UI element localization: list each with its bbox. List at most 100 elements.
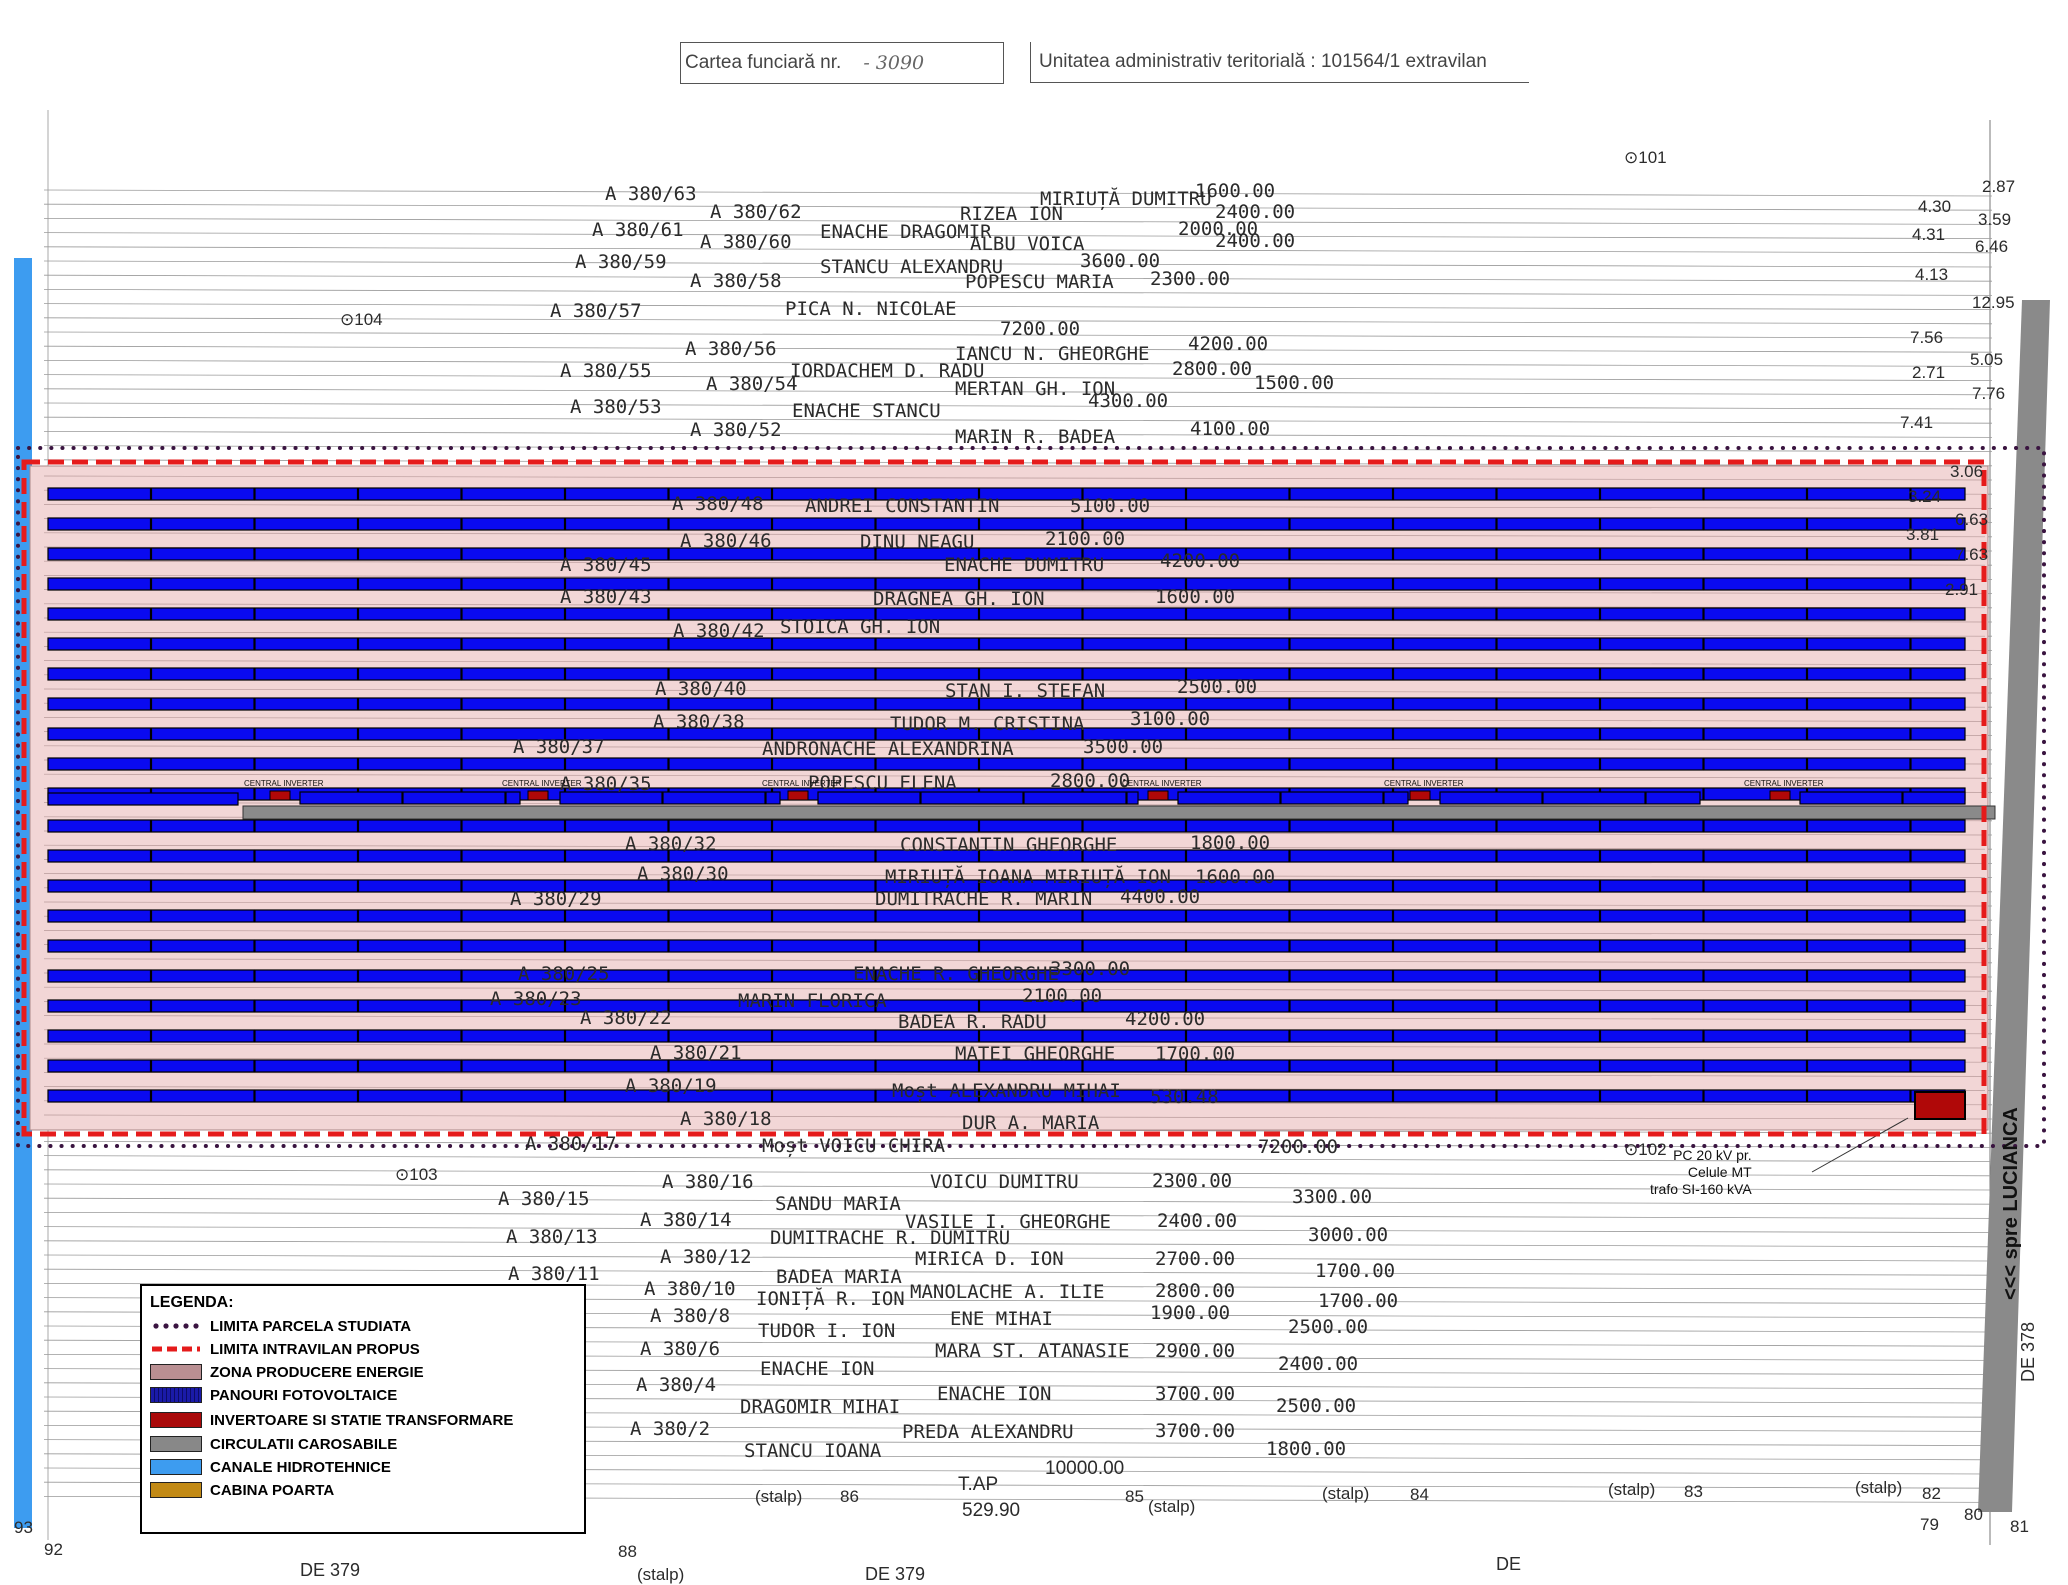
parcel-line <box>43 374 1993 382</box>
pv-panel <box>1289 727 1394 741</box>
parcel-code: A 380/21 <box>650 1042 742 1064</box>
parcel-line <box>43 1169 1993 1177</box>
parcel-code: A 380/17 <box>525 1133 617 1155</box>
pv-panel <box>668 1029 773 1043</box>
pv-panel <box>1185 1059 1290 1073</box>
pv-panel <box>1910 849 1966 863</box>
parcel-line <box>43 217 1993 225</box>
pv-panel <box>461 999 566 1013</box>
pv-panel <box>402 791 506 805</box>
pv-panel <box>150 849 255 863</box>
pv-panel <box>920 791 1024 805</box>
pv-panel <box>564 577 669 591</box>
parcel-code: A 380/30 <box>637 863 729 885</box>
parcel-width: 12.95 <box>1972 293 2015 312</box>
legend-item-canals: CANALE HIDROTEHNICE <box>150 1457 391 1477</box>
pv-panel <box>150 879 255 893</box>
pv-panel <box>461 1029 566 1043</box>
pv-panel <box>875 1089 980 1103</box>
parcel-width: 2.71 <box>1912 363 1946 382</box>
pv-panel <box>978 697 1083 711</box>
pv-panel <box>1496 1089 1601 1103</box>
parcel-owner: DRAGNEA GH. ION <box>873 588 1045 610</box>
pv-panel <box>1806 727 1911 741</box>
parcel-line <box>43 631 1986 637</box>
parcel-area: 1600.00 <box>1155 586 1236 608</box>
pv-panel <box>47 999 152 1013</box>
parcel-owner: POPESCU ELENA <box>808 772 957 794</box>
parcel-area: 2500.00 <box>1288 1316 1369 1338</box>
parcel-owner: ALBU VOICA <box>970 233 1085 255</box>
central-inverter <box>527 790 549 801</box>
pv-panel <box>668 607 773 621</box>
pv-panel <box>150 999 255 1013</box>
pv-panel <box>1289 607 1394 621</box>
pv-panel <box>1806 697 1911 711</box>
pv-panel <box>1703 667 1808 681</box>
pv-panel <box>978 1059 1083 1073</box>
pv-panel <box>1599 727 1704 741</box>
parcel-owner: DRAGOMIR MIHAI <box>740 1396 901 1418</box>
pv-panel <box>1703 909 1808 923</box>
pc-transformer-note: PC 20 kV pr. Celule MT trafo SI-160 kVA <box>1650 1147 1752 1198</box>
pc-note-line: trafo SI-160 kVA <box>1650 1181 1752 1197</box>
parcel-width: 7.56 <box>1910 328 1944 347</box>
pv-panel <box>1599 849 1704 863</box>
pv-panel <box>1806 667 1911 681</box>
parcel-area: 7200.00 <box>1000 318 1081 340</box>
pv-panel <box>978 879 1083 893</box>
parcel-area: 1900.00 <box>1150 1302 1231 1324</box>
pv-panel <box>668 637 773 651</box>
parcel-line <box>43 1043 1986 1049</box>
parcel-width: 5.05 <box>1970 350 2004 369</box>
pv-panel <box>1542 791 1646 805</box>
pv-panel <box>357 1059 462 1073</box>
pv-panel <box>668 547 773 561</box>
pv-panel <box>1806 517 1911 531</box>
parcel-code: A 380/16 <box>662 1171 754 1193</box>
pv-panel <box>1185 757 1290 771</box>
pv-panel <box>1599 487 1704 501</box>
parcel-line <box>43 274 1993 282</box>
parcel-area: 4200.00 <box>1188 333 1269 355</box>
parcel-code: A 380/53 <box>570 396 662 418</box>
parcel-owner: BADEA R. RADU <box>898 1011 1047 1033</box>
parcel-owner: VASILE I. GHEORGHE <box>905 1211 1111 1233</box>
point-92: 92 <box>44 1540 63 1559</box>
parcel-code: A 380/14 <box>640 1209 732 1231</box>
parcel-line <box>43 1197 1993 1205</box>
uat-label: Unitatea administrativ teritorială : 101… <box>1039 51 1487 72</box>
pv-panel <box>1023 791 1127 805</box>
pv-panel <box>357 487 462 501</box>
legend-label: CANALE HIDROTEHNICE <box>210 1458 391 1476</box>
pv-panel <box>1289 487 1394 501</box>
pv-panel <box>564 697 669 711</box>
pv-panel <box>564 909 669 923</box>
pv-panel <box>1703 727 1808 741</box>
parcel-width: 2.91 <box>1945 580 1979 599</box>
pv-panel <box>1910 819 1966 833</box>
pv-panel <box>357 969 462 983</box>
parcel-code: A 380/46 <box>680 530 772 552</box>
pv-panel <box>254 819 359 833</box>
pv-panel <box>357 727 462 741</box>
parcel-code: A 380/58 <box>690 270 782 292</box>
parcel-code: A 380/60 <box>700 231 792 253</box>
pv-panel <box>1902 791 1966 805</box>
central-inverter <box>1769 790 1791 801</box>
pv-panel <box>47 727 152 741</box>
pv-panel <box>1496 547 1601 561</box>
parcel-area: 4400.00 <box>1120 886 1201 908</box>
pv-panel <box>254 909 359 923</box>
point-79: 79 <box>1920 1515 1939 1534</box>
pv-panel <box>150 577 255 591</box>
parcel-owner: MERTAN GH. ION <box>955 378 1116 400</box>
pv-panel <box>771 637 876 651</box>
pv-panel <box>771 697 876 711</box>
pv-panel <box>1082 849 1187 863</box>
parcel-line <box>43 1114 1986 1120</box>
pv-panel <box>150 637 255 651</box>
inverter-label: CENTRAL INVERTER <box>1744 779 1824 788</box>
point-82: 82 <box>1922 1484 1941 1503</box>
parcel-area: 4100.00 <box>1190 418 1271 440</box>
